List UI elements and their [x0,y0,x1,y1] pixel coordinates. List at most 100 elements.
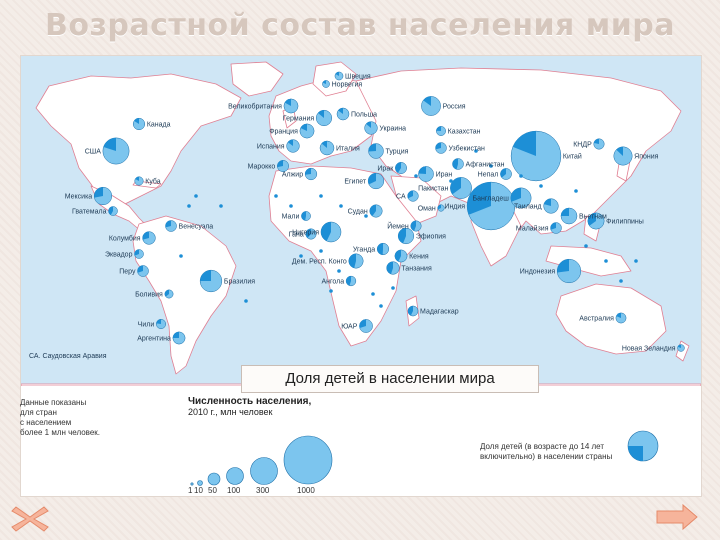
legend-circle-300 [250,457,278,485]
country-pie-share-slice [510,187,521,202]
country-pie-share-slice [305,168,311,175]
legend-note-line: с населением [20,418,72,427]
country-label: Германия [283,116,315,123]
legend-circle-10 [197,480,203,486]
country-label: Украина [379,126,406,133]
next-arrow-icon[interactable] [655,503,699,531]
country-pie [283,98,299,114]
small-country-marker [574,189,578,193]
country-pie [550,222,562,234]
country-pie-share-slice [377,243,383,255]
country-pie-share-slice [435,142,441,150]
country-pie [132,117,146,131]
country-pie-share-slice [156,319,161,324]
country-label: СА [396,194,406,201]
country-label: Мали [282,214,300,221]
legend-share-pie [627,430,659,462]
legend-size-value: 10 [194,486,203,495]
country-pie [315,109,333,127]
small-country-marker [414,174,418,178]
legend-circle-100 [226,467,244,485]
country-pie-share-slice [137,265,143,273]
country-pie-share-slice [335,71,339,76]
legend-size-circles: 1 10 50 100 300 1000 [188,435,333,495]
country-pie [587,212,605,230]
small-country-marker [194,194,198,198]
country-label: Дем. Респ. Конго [292,259,347,266]
country-pie [560,207,578,225]
country-pie [164,289,174,299]
land-scandinavia [312,61,357,97]
country-label: Кения [409,254,429,261]
country-label: Мексика [65,194,93,201]
country-pie-share-slice [134,118,139,124]
legend-share-label-line1: Доля детей (в возрасте до 14 лет [480,442,605,451]
country-label: Куба [145,178,161,186]
country-pie [397,227,415,245]
world-map-svg: Канада США Мексика Куба Гватемала Венесуэла Ко… [21,61,701,386]
country-pie [93,186,113,206]
country-label: ЮАР [341,324,358,331]
country-label: Колумбия [109,235,141,243]
country-pie [348,253,364,269]
country-label: Перу [119,269,136,276]
legend-note: Данные показаны для стран с населением б… [20,398,100,438]
country-label: Таиланд [514,204,542,211]
country-pie-share-slice [410,220,416,231]
country-pie-share-slice [593,138,599,144]
country-pie-share-slice [450,177,461,195]
country-pie [410,220,422,232]
country-pie [172,331,186,345]
country-pie-share-slice [164,289,169,297]
country-label: Малайзия [516,225,549,233]
country-pie-share-slice [512,131,536,156]
country-label: Польша [351,112,377,119]
country-pie-share-slice [500,168,506,178]
country-pie-share-slice [108,206,113,215]
country-label: КНДР [573,142,592,149]
small-country-marker [339,204,343,208]
country-pie-share-slice [305,228,311,239]
country-pie [305,228,317,240]
legend-size-title: Численность населения, 2010 г., млн чело… [188,396,311,418]
country-label: Иран [436,172,453,179]
country-label: Марокко [248,164,276,171]
country-pie-share-slice [338,107,343,114]
legend-note-line: более 1 млн человек. [20,428,101,437]
country-label: Япония [634,154,659,161]
country-pie [345,275,357,287]
land-greenland [230,61,284,97]
country-pie-share-slice [369,204,376,217]
close-x-icon[interactable] [10,503,52,535]
country-pie [304,167,318,181]
slide-title: Возрастной состав населения мира [45,8,675,43]
country-pie-share-slice [165,220,171,228]
country-pie [359,319,373,333]
map-panel: Канада США Мексика Куба Гватемала Венесуэла Ко… [20,55,702,497]
country-label: Алжир [282,172,303,179]
legend-size-title-line1: Численность населения, [188,396,312,407]
legend-share-label-line2: включительно) в населении страны [480,452,613,461]
country-pie [593,138,605,150]
country-label: Непал [478,172,499,179]
country-pie [165,220,177,232]
country-pie-share-slice [317,110,324,118]
small-country-marker [489,164,493,168]
country-pie-share-slice [616,312,621,318]
country-pie-share-slice [322,80,326,84]
country-pie-share-slice [321,140,327,148]
country-pie [299,123,315,139]
country-label: Россия [443,104,466,111]
legend-size-title-line2: 2010 г., млн человек [188,407,273,417]
land-africa [268,165,422,347]
country-pie-share-slice [300,123,307,131]
country-label: Ангола [321,279,344,286]
small-country-marker [187,204,191,208]
country-label: Эфиопия [416,234,446,241]
country-label: Мадагаскар [420,309,459,316]
country-pie [394,249,408,263]
legend-size-value: 1000 [297,486,315,495]
country-pie [286,139,300,153]
country-label: Вьетнам [579,214,607,221]
country-pie-share-slice [394,249,401,262]
